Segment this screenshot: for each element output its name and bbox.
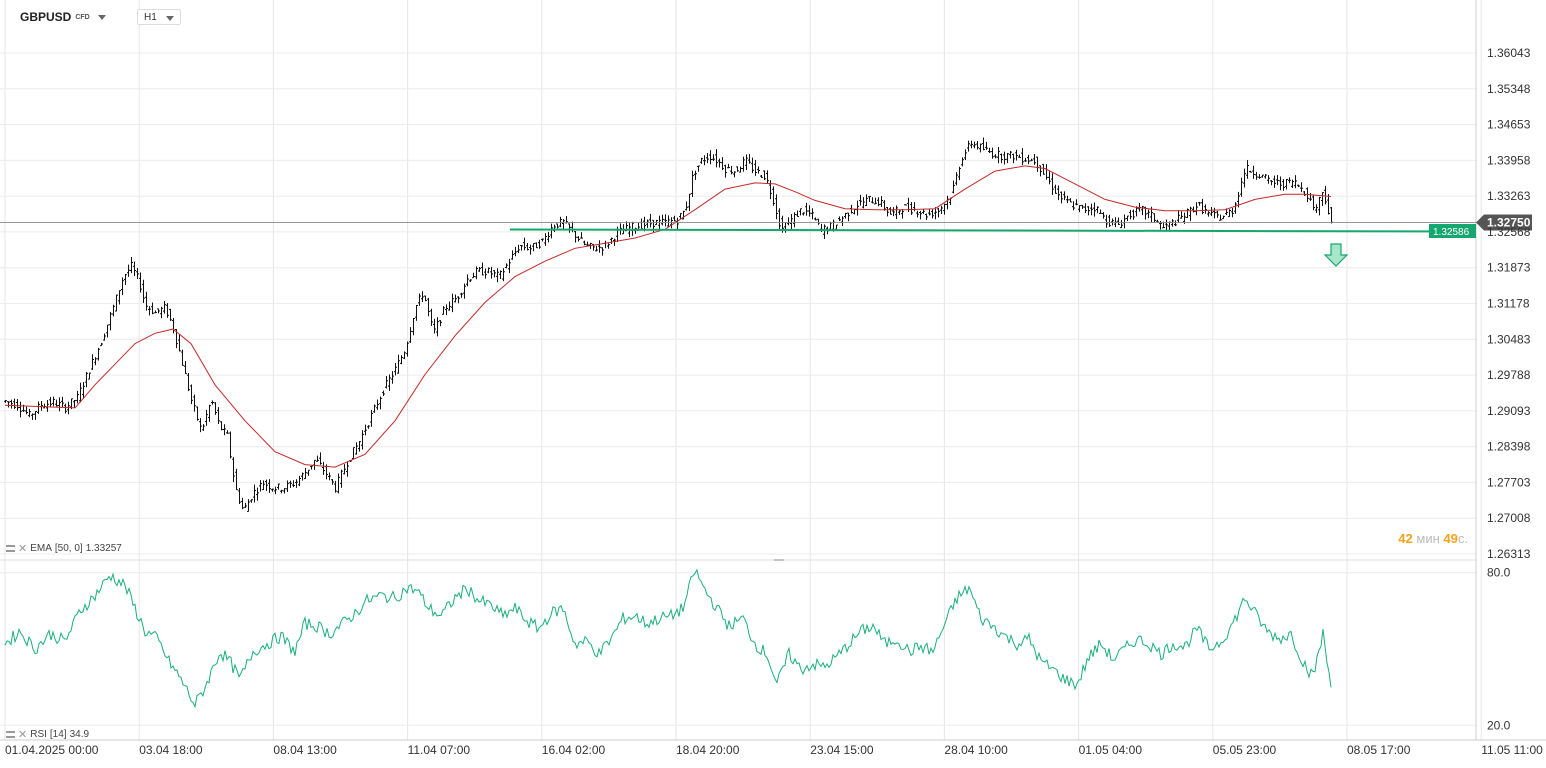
close-icon[interactable]: ✕ (18, 729, 28, 741)
time-tick-label: 23.04 15:00 (810, 743, 874, 757)
ema-name: EMA (30, 543, 52, 554)
chevron-down-icon[interactable] (97, 14, 106, 20)
timeframe-selector[interactable]: H1 (137, 9, 181, 25)
current-price-tag (1476, 214, 1532, 231)
symbol-name: GBPUSD (20, 10, 72, 24)
time-tick-label: 16.04 02:00 (542, 743, 606, 757)
chevron-down-icon[interactable] (166, 16, 174, 21)
rsi-params: [14] (49, 729, 67, 740)
timeframe-label: H1 (144, 11, 157, 23)
axis-labels: 01.04.2025 00:00 03.04 18:00 08.04 13:00 11… (5, 46, 1543, 757)
timer-sec-unit: с. (1457, 531, 1468, 546)
support-price-label: 1.32586 (1433, 227, 1470, 238)
rsi-value: 34.9 (69, 729, 90, 740)
timer-min-unit: мин (1416, 531, 1440, 546)
time-tick-label: 05.05 23:00 (1213, 743, 1277, 757)
time-tick-label: 18.04 20:00 (676, 743, 740, 757)
time-tick-label: 01.04.2025 00:00 (5, 743, 99, 757)
time-tick-label: 03.04 18:00 (139, 743, 203, 757)
price-tick-label: 1.27703 (1487, 475, 1531, 489)
time-tick-label: 08.05 17:00 (1347, 743, 1411, 757)
timer-seconds: 49 (1443, 531, 1458, 546)
candle-series (4, 137, 1333, 512)
symbol-selector[interactable]: GBPUSD CFD (20, 10, 106, 24)
price-tick-label: 1.33958 (1487, 153, 1531, 167)
rsi-name: RSI (30, 729, 47, 740)
price-tick-label: 1.30483 (1487, 332, 1531, 346)
price-tick-label: 1.34653 (1487, 118, 1531, 132)
price-tick-label: 1.32568 (1487, 225, 1531, 239)
time-tick-label: 11.04 07:00 (408, 743, 471, 757)
price-tick-label: 1.31178 (1487, 297, 1530, 311)
current-price-label: 1.32750 (1487, 216, 1531, 230)
support-line[interactable] (509, 228, 1477, 233)
support-price-tag (1429, 224, 1476, 239)
rsi-tick-label: 80.0 (1487, 566, 1511, 580)
price-tick-label: 1.35348 (1487, 82, 1531, 96)
timer-minutes: 42 (1398, 531, 1413, 546)
price-tick-label: 1.27008 (1487, 511, 1531, 525)
time-tick-label: 11.05 11:00 (1481, 743, 1543, 757)
indicator-icon[interactable] (6, 731, 15, 738)
indicator-icon[interactable] (6, 545, 15, 552)
price-tick-label: 1.31873 (1487, 261, 1531, 275)
arrow-down-icon (1323, 243, 1349, 267)
time-tick-label: 28.04 10:00 (944, 743, 1008, 757)
price-tick-label: 1.26313 (1487, 547, 1531, 561)
close-icon[interactable]: ✕ (18, 543, 28, 555)
time-tick-label: 01.05 04:00 (1079, 743, 1143, 757)
instrument-type: CFD (75, 13, 90, 21)
ema-value: 1.33257 (85, 543, 122, 554)
price-tick-label: 1.36043 (1487, 46, 1531, 60)
price-tick-label: 1.29788 (1487, 368, 1531, 382)
time-tick-label: 08.04 13:00 (273, 743, 337, 757)
rsi-tick-label: 20.0 (1487, 718, 1511, 732)
arrow-down-shape (1323, 243, 1349, 267)
candle-timer: 42 мин 49с. (1398, 531, 1468, 546)
rsi-line (4, 568, 1332, 709)
ema-line (4, 165, 1332, 468)
price-tick-label: 1.29093 (1487, 404, 1531, 418)
ema-params: [50, 0] (54, 543, 83, 554)
support-line-group: 1.32750 1.32586 (0, 214, 1532, 239)
ema-legend: ✕ EMA [50, 0] 1.33257 (6, 542, 122, 555)
price-tick-label: 1.28398 (1487, 440, 1531, 454)
chart-grid (0, 0, 1546, 741)
rsi-legend: ✕ RSI [14] 34.9 (6, 728, 89, 741)
price-tick-label: 1.33263 (1487, 189, 1531, 203)
